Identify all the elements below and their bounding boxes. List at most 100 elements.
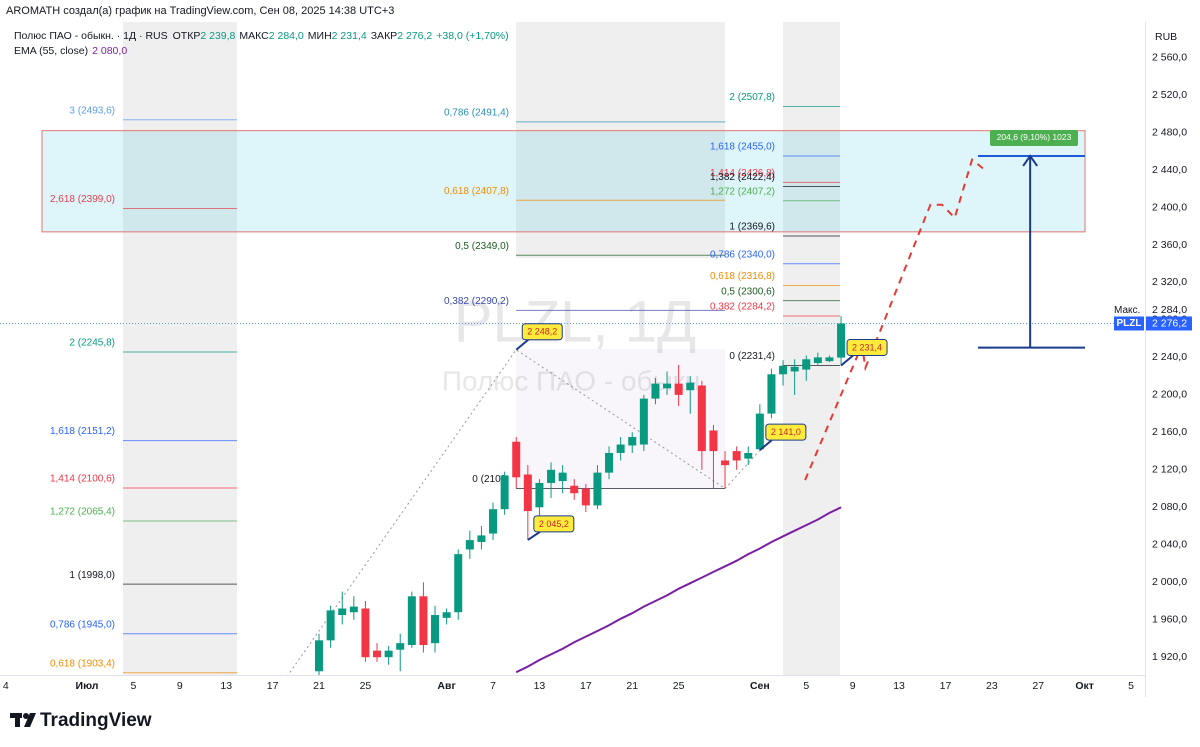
candle-body [373,650,382,658]
ohlc-value: 2 231,4 [332,30,367,42]
measure-arrowhead [1022,154,1038,167]
callout-label: 2 248,2 [527,327,557,337]
fib-level-label: 2 (2507,8) [729,92,775,103]
y-tick-label: 2 000,0 [1152,576,1187,588]
x-tick-label: Сен [750,680,770,692]
x-tick-label: 9 [850,680,856,692]
x-tick-label: 4 [3,680,9,692]
x-tick-label: 17 [580,680,592,692]
logo-shape [15,713,20,727]
callout-pointer [527,531,541,541]
fib-level-label: 0,618 (2407,8) [444,186,509,197]
watermark-subtitle: Полюс ПАО - обыкн. [442,365,708,396]
watermark-title: PLZL, 1Д [454,289,696,354]
y-tick-label: 2 560,0 [1152,51,1187,63]
candle-body [384,650,393,658]
last-price-value: 2 276,2 [1152,317,1187,329]
last-price-symbol: PLZL [1117,318,1142,329]
fib-level-label: 1,272 (2065,4) [50,507,115,518]
fib-level-label: 3 (2493,6) [69,105,115,116]
symbol: Полюс ПАО - обыкн. · 1Д · RUS [14,30,168,42]
last-price-box [1146,316,1192,331]
candle-body [477,535,486,542]
callout-pointer [840,354,854,367]
candle-body [523,474,532,512]
ohlc-value: 2 276,2 [397,30,432,42]
callout-box [846,338,888,356]
x-tick-label: Авг [437,680,456,692]
fib-level-label: 0,382 (2284,2) [710,302,775,313]
plot-area: PLZL, 1Д Полюс ПАО - обыкн. 3 (2493,6) 2,61… [0,22,1145,675]
callout-label: 2 231,4 [852,342,882,352]
candle-body [593,472,602,506]
y-tick-label: 2 080,0 [1152,501,1187,513]
x-tick-label: 23 [986,680,998,692]
x-tick-label: 7 [490,680,496,692]
max-price-label: Макс. [1114,305,1140,316]
candle-body [315,640,324,672]
y-tick-label: 2 400,0 [1152,201,1187,213]
candle-body [512,441,521,478]
fib-level-label: 1 (1998,0) [69,570,115,581]
fib-level-label: 0,618 (1903,4) [50,658,115,669]
x-tick-label: Окт [1075,680,1094,692]
candle-body [326,610,335,641]
max-price-value: 2 284,0 [1152,304,1187,316]
candle-body [442,612,451,618]
trendline [287,349,761,675]
y-tick-label: 2 160,0 [1152,426,1187,438]
x-tick-label: 13 [220,680,232,692]
ohlc-label: МАКС [239,30,269,42]
fib-background [516,22,725,258]
x-tick-label: 25 [360,680,372,692]
ema-value: 2 080,0 [92,45,127,57]
x-tick-label: 27 [1032,680,1044,692]
x-tick-label: 5 [130,680,136,692]
candle-body [802,359,811,370]
logo: TradingView [10,710,152,731]
candle-body [674,383,683,395]
candle-body [605,452,614,473]
fib-level-label: 0,618 (2316,8) [710,271,775,282]
candle-body [396,643,405,650]
y-tick-label: 2 240,0 [1152,351,1187,363]
fib-level-label: 0,786 (2491,4) [444,108,509,119]
fib-level-label: 1,414 (2100,6) [50,474,115,485]
x-tick-label: 21 [313,680,325,692]
x-tick-label: 9 [177,680,183,692]
candle-body [663,383,672,389]
callout-label: 2 141,0 [771,427,801,437]
fib-level-label: 1,382 (2422,4) [710,172,775,183]
ohlc-label: ЗАКР [371,30,397,42]
candle-body [709,430,718,452]
candle-body [407,596,416,646]
candle-body [651,383,660,399]
callout-pointer [759,439,773,451]
candle-body [361,608,370,658]
x-tick-label: 13 [893,680,905,692]
fib-level-label: 0 (2100, [472,474,509,485]
x-tick-label: 21 [626,680,638,692]
candle-body [628,437,637,446]
y-tick-label: 2 360,0 [1152,239,1187,251]
fib-level-label: 1,618 (2455,0) [710,142,775,153]
y-tick-label: 2 520,0 [1152,89,1187,101]
candle-body [732,451,741,461]
fib-level-label: 0,5 (2349,0) [455,241,509,252]
candle-body [616,444,625,453]
measure-label: 204,6 (9,10%) 1023 [997,132,1072,142]
ema-line [515,506,842,674]
candle-body [755,413,764,450]
x-tick-label: 17 [267,680,279,692]
author-line: AROMATH создал(а) график на TradingView.… [6,5,394,17]
y-tick-label: 1 920,0 [1152,651,1187,663]
candle-body [454,554,463,613]
y-tick-label: 2 200,0 [1152,389,1187,401]
callout-box [765,423,807,441]
logo-shape [24,713,36,727]
fib-level-label: 2 (2245,8) [69,338,115,349]
x-tick-label: 17 [940,680,952,692]
ohlc-value: 2 239,8 [200,30,235,42]
fib-level-label: 1,618 (2151,2) [50,426,115,437]
